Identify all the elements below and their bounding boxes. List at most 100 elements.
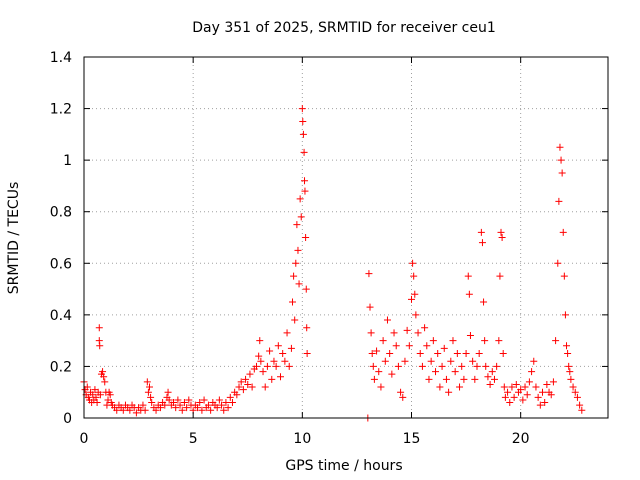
data-point bbox=[504, 388, 512, 396]
data-point bbox=[478, 239, 486, 247]
data-point bbox=[401, 357, 409, 365]
data-point bbox=[274, 342, 282, 350]
data-point bbox=[164, 388, 172, 396]
data-point bbox=[557, 156, 565, 164]
data-point bbox=[569, 383, 577, 391]
data-point bbox=[196, 399, 204, 407]
data-point bbox=[244, 380, 252, 388]
data-point bbox=[178, 406, 186, 414]
data-point bbox=[257, 357, 265, 365]
data-point bbox=[239, 386, 247, 394]
data-point bbox=[525, 378, 533, 386]
data-point bbox=[370, 375, 378, 383]
data-point bbox=[369, 362, 377, 370]
data-point bbox=[416, 350, 424, 358]
data-point bbox=[532, 383, 540, 391]
data-point bbox=[496, 272, 504, 280]
data-point bbox=[383, 316, 391, 324]
data-point bbox=[365, 270, 373, 278]
data-point bbox=[405, 342, 413, 350]
y-tick-label: 1 bbox=[63, 153, 72, 169]
x-tick-label: 15 bbox=[403, 431, 421, 447]
data-point bbox=[473, 362, 481, 370]
data-point bbox=[207, 406, 215, 414]
data-point bbox=[132, 409, 140, 417]
data-point bbox=[469, 357, 477, 365]
data-point bbox=[458, 362, 466, 370]
data-point bbox=[147, 393, 155, 401]
data-point bbox=[465, 290, 473, 298]
data-point bbox=[390, 329, 398, 337]
data-point bbox=[287, 344, 295, 352]
data-point bbox=[281, 357, 289, 365]
data-point bbox=[246, 370, 254, 378]
data-point bbox=[501, 393, 509, 401]
data-point bbox=[194, 404, 202, 412]
data-point bbox=[101, 378, 109, 386]
x-tick-label: 20 bbox=[512, 431, 530, 447]
data-point bbox=[272, 362, 280, 370]
data-point bbox=[377, 383, 385, 391]
data-point bbox=[146, 383, 153, 391]
data-point bbox=[549, 378, 557, 386]
data-point bbox=[99, 368, 107, 376]
data-point bbox=[556, 143, 564, 151]
data-point bbox=[144, 388, 152, 396]
data-point bbox=[418, 362, 426, 370]
data-point bbox=[261, 383, 269, 391]
data-point bbox=[170, 399, 178, 407]
data-point bbox=[303, 324, 311, 332]
data-point bbox=[141, 406, 149, 414]
data-point bbox=[500, 383, 508, 391]
data-point bbox=[185, 396, 193, 404]
data-point bbox=[394, 362, 402, 370]
data-point bbox=[512, 380, 520, 388]
data-point bbox=[427, 357, 435, 365]
data-point bbox=[235, 383, 243, 391]
data-point bbox=[226, 393, 234, 401]
data-point bbox=[248, 383, 256, 391]
y-tick-label: 0.8 bbox=[50, 205, 72, 221]
data-point bbox=[456, 383, 464, 391]
data-point bbox=[464, 272, 472, 280]
data-point bbox=[300, 148, 308, 156]
data-point bbox=[554, 259, 562, 267]
data-point bbox=[266, 347, 274, 355]
data-point bbox=[429, 337, 437, 345]
data-point bbox=[558, 169, 566, 177]
data-point bbox=[301, 187, 309, 195]
data-point bbox=[552, 337, 560, 345]
data-point bbox=[399, 393, 407, 401]
data-point bbox=[95, 324, 103, 332]
data-point bbox=[497, 228, 505, 236]
y-tick-label: 1.2 bbox=[50, 102, 72, 118]
data-point bbox=[555, 197, 563, 205]
data-point bbox=[279, 350, 287, 358]
data-point bbox=[460, 375, 468, 383]
data-point bbox=[475, 350, 483, 358]
data-point bbox=[299, 117, 307, 125]
data-point bbox=[576, 401, 584, 409]
y-tick-label: 0 bbox=[63, 411, 72, 427]
data-point bbox=[302, 285, 310, 293]
data-point bbox=[442, 375, 450, 383]
data-point bbox=[447, 357, 455, 365]
data-point bbox=[411, 290, 419, 298]
data-point bbox=[565, 362, 573, 370]
data-point bbox=[486, 380, 494, 388]
data-point bbox=[113, 406, 121, 414]
data-point bbox=[386, 350, 394, 358]
data-point bbox=[573, 393, 581, 401]
data-point bbox=[156, 404, 164, 412]
data-point bbox=[445, 388, 453, 396]
data-point bbox=[218, 401, 226, 409]
data-point bbox=[106, 391, 114, 399]
data-point bbox=[466, 331, 474, 339]
data-point bbox=[228, 399, 236, 407]
data-point bbox=[213, 404, 221, 412]
data-point bbox=[471, 375, 479, 383]
data-point bbox=[563, 342, 571, 350]
data-point bbox=[100, 373, 108, 381]
data-point bbox=[543, 380, 551, 388]
data-point bbox=[462, 350, 470, 358]
